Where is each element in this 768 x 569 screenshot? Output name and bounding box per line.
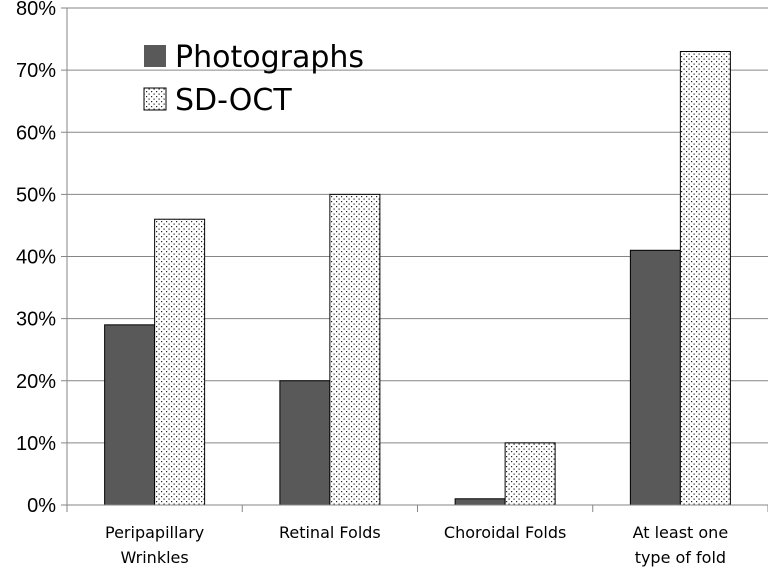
x-tick-label: At least one	[633, 523, 729, 542]
y-tick-label: 70%	[16, 60, 56, 82]
y-tick-label: 60%	[16, 122, 56, 144]
bar	[279, 380, 331, 506]
y-tick-label: 50%	[16, 184, 56, 206]
x-tick-label: type of fold	[635, 548, 726, 567]
y-tick-label: 20%	[16, 371, 56, 393]
legend-swatch	[143, 87, 167, 111]
bar	[454, 498, 506, 506]
x-tick-label: Choroidal Folds	[444, 523, 566, 542]
y-tick-label: 0%	[27, 495, 56, 517]
y-tick-label: 10%	[16, 433, 56, 455]
y-axis-ticks: 0% 10% 20% 30% 40% 50% 60% 70% 80%	[16, 0, 67, 517]
axes	[66, 8, 768, 512]
y-tick-label: 80%	[16, 0, 56, 20]
legend-swatch	[144, 45, 166, 67]
bar	[104, 324, 156, 506]
bars	[104, 50, 731, 506]
y-tick-label: 40%	[16, 247, 56, 269]
x-tick-label: Wrinkles	[121, 548, 189, 567]
legend-label: SD-OCT	[175, 83, 292, 118]
legend-label: Photographs	[175, 40, 364, 75]
legend: Photographs SD-OCT	[143, 40, 364, 118]
bar	[329, 193, 381, 506]
x-tick-label: Retinal Folds	[279, 523, 381, 542]
x-tick-label: Peripapillary	[105, 523, 204, 542]
bar	[679, 50, 731, 506]
x-axis-labels: Peripapillary Wrinkles Retinal Folds Choroi…	[105, 523, 728, 567]
bar	[629, 249, 681, 506]
y-tick-label: 30%	[16, 309, 56, 331]
bar	[504, 442, 556, 506]
bar	[154, 218, 206, 506]
